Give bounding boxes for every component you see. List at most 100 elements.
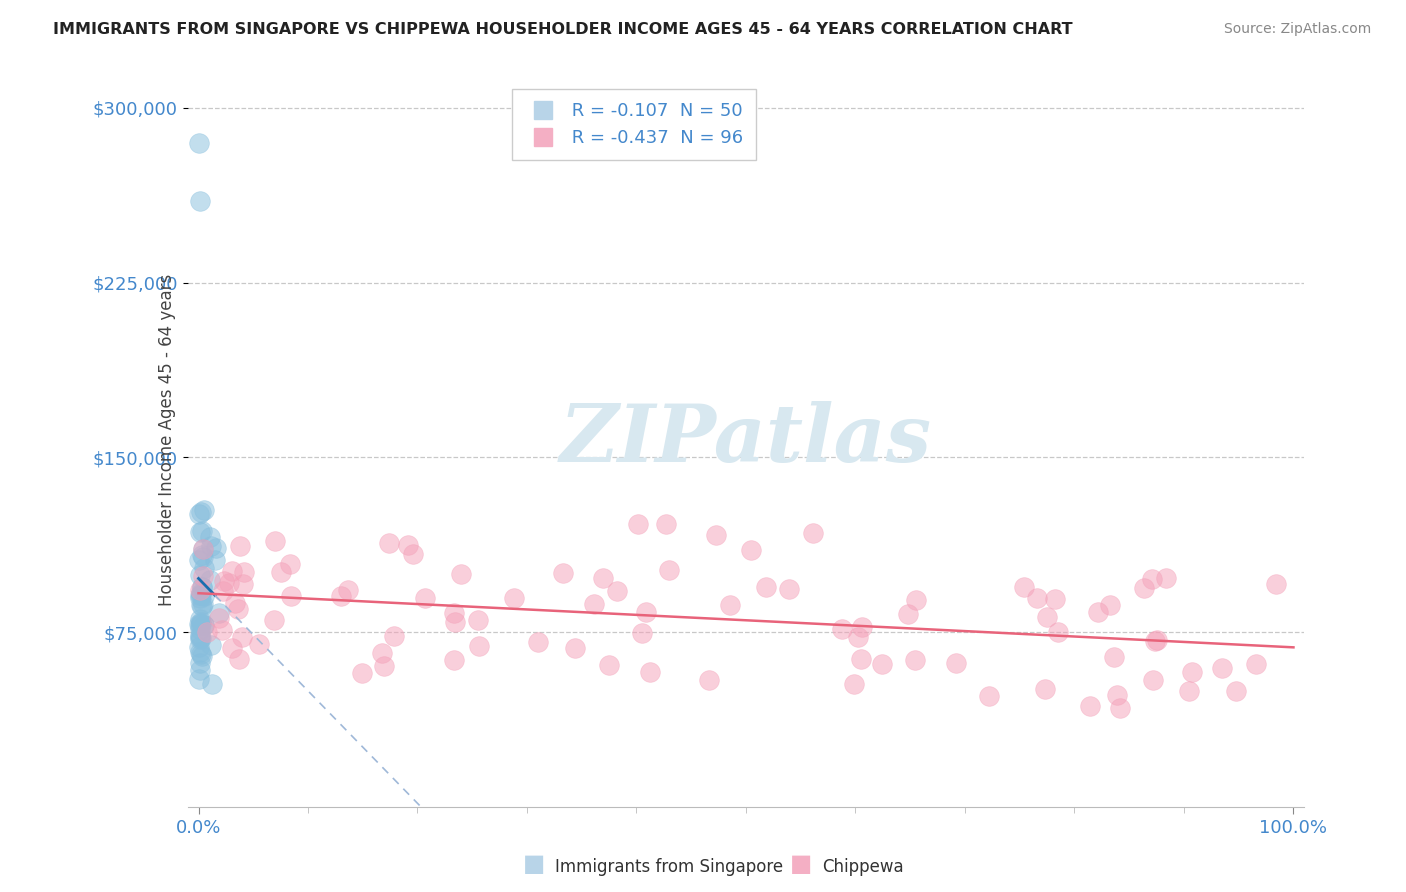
Point: [188, 617, 211, 632]
Point: [468, 639, 491, 653]
Legend:  R = -0.107  N = 50,  R = -0.437  N = 96: R = -0.107 N = 50, R = -0.437 N = 96: [512, 89, 756, 160]
Point: [592, 571, 614, 585]
Point: [193, 503, 215, 517]
Point: [842, 677, 865, 691]
Point: [382, 629, 405, 643]
Point: [1177, 684, 1199, 698]
Point: [228, 652, 250, 666]
Point: [467, 613, 489, 627]
Point: [350, 666, 373, 681]
Point: [564, 640, 586, 655]
Point: [221, 641, 243, 656]
Point: [221, 564, 243, 578]
Point: [190, 663, 212, 677]
Point: [370, 646, 392, 660]
Point: [191, 580, 214, 594]
Text: Source: ZipAtlas.com: Source: ZipAtlas.com: [1223, 22, 1371, 37]
Point: [188, 568, 211, 582]
Point: [450, 567, 472, 582]
Text: ■: ■: [790, 852, 813, 876]
Point: [188, 672, 211, 686]
Point: [1014, 581, 1036, 595]
Point: [905, 593, 928, 607]
Point: [503, 591, 526, 606]
Point: [214, 574, 236, 588]
Point: [1087, 605, 1109, 619]
Point: [606, 584, 628, 599]
Point: [188, 136, 211, 150]
Point: [278, 558, 301, 572]
Text: ZIPatlas: ZIPatlas: [560, 401, 932, 479]
Point: [402, 547, 425, 561]
Point: [190, 632, 212, 647]
Point: [200, 539, 222, 553]
Point: [211, 624, 233, 638]
Point: [188, 588, 211, 602]
Point: [1140, 573, 1163, 587]
Point: [897, 607, 920, 622]
Point: [280, 589, 302, 603]
Point: [191, 542, 214, 557]
Point: [263, 613, 285, 627]
Point: [200, 677, 222, 691]
Point: [229, 539, 252, 553]
Point: [1033, 681, 1056, 696]
Point: [188, 618, 211, 632]
Point: [846, 630, 869, 644]
Point: [655, 516, 678, 531]
Point: [704, 528, 727, 542]
Point: [443, 615, 465, 629]
Point: [598, 658, 620, 673]
Point: [190, 648, 212, 663]
Y-axis label: Householder Income Ages 45 - 64 years: Householder Income Ages 45 - 64 years: [159, 274, 176, 607]
Point: [190, 615, 212, 629]
Point: [630, 625, 652, 640]
Point: [190, 548, 212, 562]
Point: [378, 535, 401, 549]
Point: [188, 194, 211, 209]
Point: [188, 630, 211, 644]
Point: [396, 538, 419, 552]
Point: [1078, 698, 1101, 713]
Point: [697, 673, 720, 687]
Point: [191, 598, 214, 612]
Point: [190, 581, 212, 595]
Point: [718, 599, 741, 613]
Point: [1105, 688, 1128, 702]
Point: [583, 598, 606, 612]
Point: [232, 565, 254, 579]
Point: [232, 577, 254, 591]
Point: [198, 530, 221, 544]
Point: [1211, 661, 1233, 675]
Point: [636, 605, 658, 619]
Point: [627, 517, 650, 532]
Point: [851, 620, 873, 634]
Point: [945, 656, 967, 670]
Point: [1154, 571, 1177, 585]
Point: [1108, 701, 1130, 715]
Point: [1026, 591, 1049, 605]
Point: [208, 606, 231, 620]
Point: [977, 689, 1000, 703]
Point: [190, 631, 212, 645]
Point: [264, 533, 287, 548]
Point: [190, 505, 212, 519]
Point: [1102, 650, 1125, 665]
Point: [870, 657, 893, 671]
Point: [640, 665, 662, 679]
Text: ■: ■: [523, 852, 546, 876]
Point: [443, 653, 465, 667]
Point: [204, 553, 226, 567]
Point: [193, 618, 215, 632]
Point: [1035, 610, 1057, 624]
Point: [1144, 633, 1167, 648]
Point: [740, 543, 762, 558]
Point: [190, 617, 212, 632]
Point: [190, 648, 212, 662]
Point: [224, 596, 246, 610]
Point: [1146, 632, 1168, 647]
Text: Chippewa: Chippewa: [823, 858, 904, 876]
Point: [188, 582, 211, 597]
Point: [188, 524, 211, 539]
Point: [208, 611, 231, 625]
